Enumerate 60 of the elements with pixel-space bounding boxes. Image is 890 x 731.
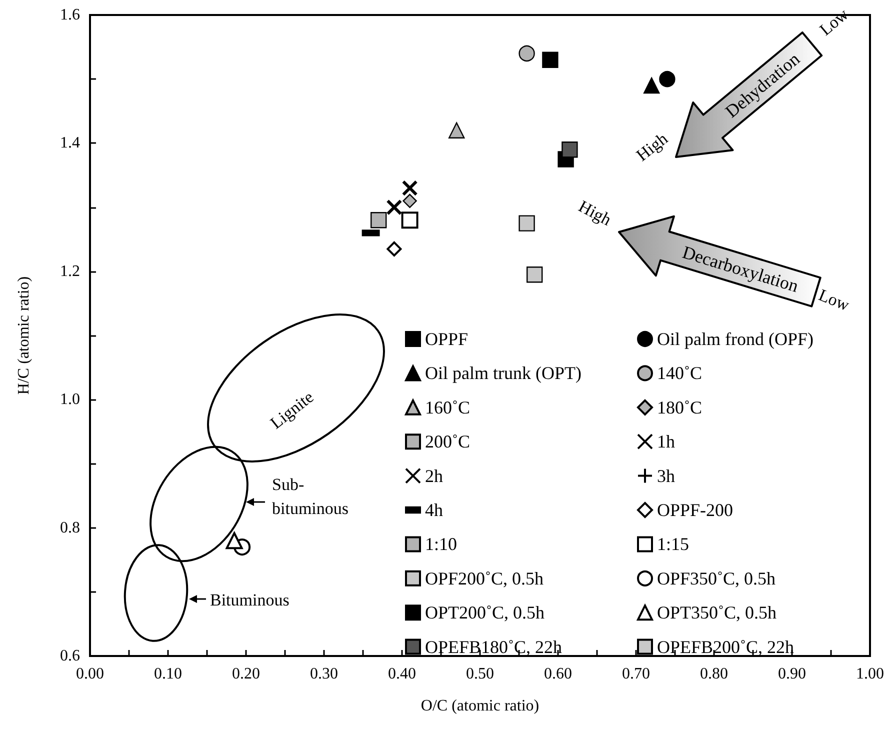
legend-label: OPEFB200˚C, 22h	[657, 636, 794, 657]
legend-label: OPT200˚C, 0.5h	[425, 602, 545, 623]
x-tick-label: 0.70	[622, 666, 650, 682]
point	[226, 532, 243, 550]
legend-label: 160˚C	[425, 397, 470, 418]
legend-label: 2h	[425, 466, 443, 486]
y-tick-label: 0.6	[60, 648, 80, 664]
point	[518, 215, 535, 232]
legend-label: 140˚C	[657, 363, 702, 384]
point	[526, 266, 543, 283]
y-axis-title: H/C (atomic ratio)	[16, 276, 32, 395]
point	[562, 142, 578, 158]
point	[448, 122, 465, 138]
annotation: High	[576, 196, 615, 230]
legend-label: Oil palm frond (OPF)	[657, 329, 814, 349]
annotation: High	[632, 128, 672, 165]
legend-label: 4h	[425, 500, 443, 520]
legend-label: OPF350˚C, 0.5h	[657, 568, 776, 588]
legend-label: 1h	[657, 432, 675, 452]
annotation: Sub-bituminous	[272, 475, 349, 518]
x-tick-label: 0.00	[76, 666, 104, 682]
point	[659, 71, 676, 88]
y-tick-label: 0.8	[60, 519, 80, 536]
legend-label: 200˚C	[425, 432, 470, 452]
point	[402, 194, 417, 208]
legend-label: Oil palm trunk (OPT)	[425, 363, 582, 384]
point	[542, 52, 558, 68]
legend-label: OPT350˚C, 0.5h	[657, 602, 777, 623]
y-tick-label: 1.4	[60, 134, 80, 152]
point	[370, 212, 387, 228]
point	[644, 77, 660, 94]
x-axis-title: O/C (atomic ratio)	[420, 698, 540, 714]
x-tick-label: 0.60	[544, 666, 572, 682]
point	[386, 199, 402, 216]
annotation: Low	[816, 285, 853, 315]
point	[518, 45, 535, 62]
y-tick-label: 1.2	[60, 262, 80, 280]
x-tick-label: 0.40	[388, 666, 416, 682]
legend-label: 180˚C	[657, 397, 702, 418]
legend-label: 3h	[657, 466, 675, 486]
x-tick-label: 0.90	[778, 666, 806, 682]
y-tick-label: 1.0	[60, 391, 80, 408]
annotation: Bituminous	[210, 590, 290, 610]
point	[402, 180, 418, 196]
point	[386, 241, 402, 256]
x-tick-label: 1.00	[856, 666, 884, 682]
y-tick-label: 1.6	[60, 6, 80, 24]
x-tick-label: 0.30	[310, 666, 338, 682]
x-tick-label: 0.80	[700, 666, 728, 682]
legend-label: 1:15	[657, 534, 690, 554]
legend-label: 1:10	[425, 534, 458, 554]
x-tick-label: 0.10	[154, 666, 182, 682]
point	[401, 212, 418, 229]
legend-label: OPEFB180˚C, 22h	[425, 636, 562, 657]
legend-label: OPF200˚C, 0.5h	[425, 568, 544, 588]
legend-label: OPPF-200	[657, 500, 734, 520]
annotation: Low	[816, 4, 853, 40]
x-tick-label: 0.20	[232, 666, 260, 682]
x-tick-label: 0.50	[466, 666, 494, 682]
legend-label: OPPF	[425, 329, 468, 349]
